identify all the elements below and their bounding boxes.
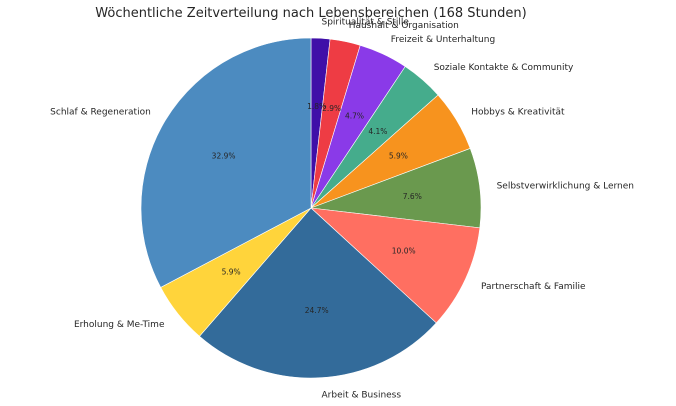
slice-percent-label: 4.1% xyxy=(368,127,387,136)
slice-category-label: Schlaf & Regeneration xyxy=(50,108,151,118)
slice-category-label: Erholung & Me-Time xyxy=(74,320,165,330)
slice-percent-label: 7.6% xyxy=(403,192,422,201)
slice-percent-label: 24.7% xyxy=(305,306,329,315)
slice-percent-label: 4.7% xyxy=(345,112,364,121)
pie-slice xyxy=(140,37,312,288)
slice-category-label: Spiritualität & Stille xyxy=(322,17,410,27)
pie-slices xyxy=(140,37,482,379)
slice-category-label: Hobbys & Kreativität xyxy=(471,108,565,118)
slice-percent-label: 1.8% xyxy=(307,102,326,111)
slice-category-label: Haushalt & Organisation xyxy=(349,21,459,31)
slice-category-label: Soziale Kontakte & Community xyxy=(434,63,574,73)
pie-slice xyxy=(310,207,481,324)
chart-title: Wöchentliche Zeitverteilung nach Lebensb… xyxy=(95,6,526,21)
slice-category-label: Selbstverwirklichung & Lernen xyxy=(497,182,634,192)
slice-percent-label: 32.9% xyxy=(212,151,236,160)
slice-category-label: Partnerschaft & Familie xyxy=(481,282,586,292)
percent-labels: 1.8%2.9% 4.7% 4.1% 5.9% 7.6% 10.0% 24.7% 5.9% 32… xyxy=(212,102,422,315)
slice-category-label: Arbeit & Business xyxy=(322,391,402,401)
slice-category-label: Freizeit & Unterhaltung xyxy=(391,35,495,45)
slice-percent-label: 5.9% xyxy=(389,151,408,160)
slice-percent-label: 5.9% xyxy=(222,267,241,276)
slice-percent-label: 10.0% xyxy=(392,247,416,256)
pie-slice xyxy=(199,207,437,379)
slice-percent-label: 2.9% xyxy=(322,104,341,113)
